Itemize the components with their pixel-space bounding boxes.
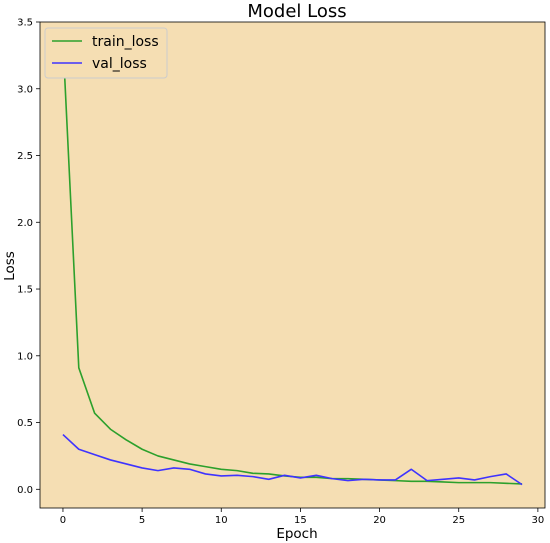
x-tick-label: 15 xyxy=(294,515,307,526)
series-line-val-loss xyxy=(62,433,523,486)
x-tick-label: 25 xyxy=(452,515,465,526)
plot-area xyxy=(40,22,545,508)
y-tick-label: 2.0 xyxy=(17,218,33,229)
legend-label-train-loss: train_loss xyxy=(92,34,159,50)
y-axis-label: Loss xyxy=(2,251,18,281)
x-tick-label: 0 xyxy=(60,515,66,526)
y-tick-label: 1.0 xyxy=(17,351,33,362)
legend-label-val-loss: val_loss xyxy=(92,56,147,72)
x-tick-label: 30 xyxy=(532,515,545,526)
legend: train_loss val_loss xyxy=(44,27,168,79)
y-tick-label: 3.5 xyxy=(17,18,33,29)
x-tick-label: 5 xyxy=(139,515,145,526)
plot-frame xyxy=(39,21,546,509)
x-axis-label: Epoch xyxy=(276,526,317,542)
x-tick-label: 20 xyxy=(373,515,386,526)
chart-title: Model Loss xyxy=(247,1,346,22)
x-tick-label: 10 xyxy=(215,515,228,526)
y-tick-label: 0.0 xyxy=(17,485,33,496)
y-tick-label: 3.0 xyxy=(17,84,33,95)
y-tick-label: 0.5 xyxy=(17,418,33,429)
y-tick-label: 1.5 xyxy=(17,285,33,296)
y-tick-label: 2.5 xyxy=(17,151,33,162)
